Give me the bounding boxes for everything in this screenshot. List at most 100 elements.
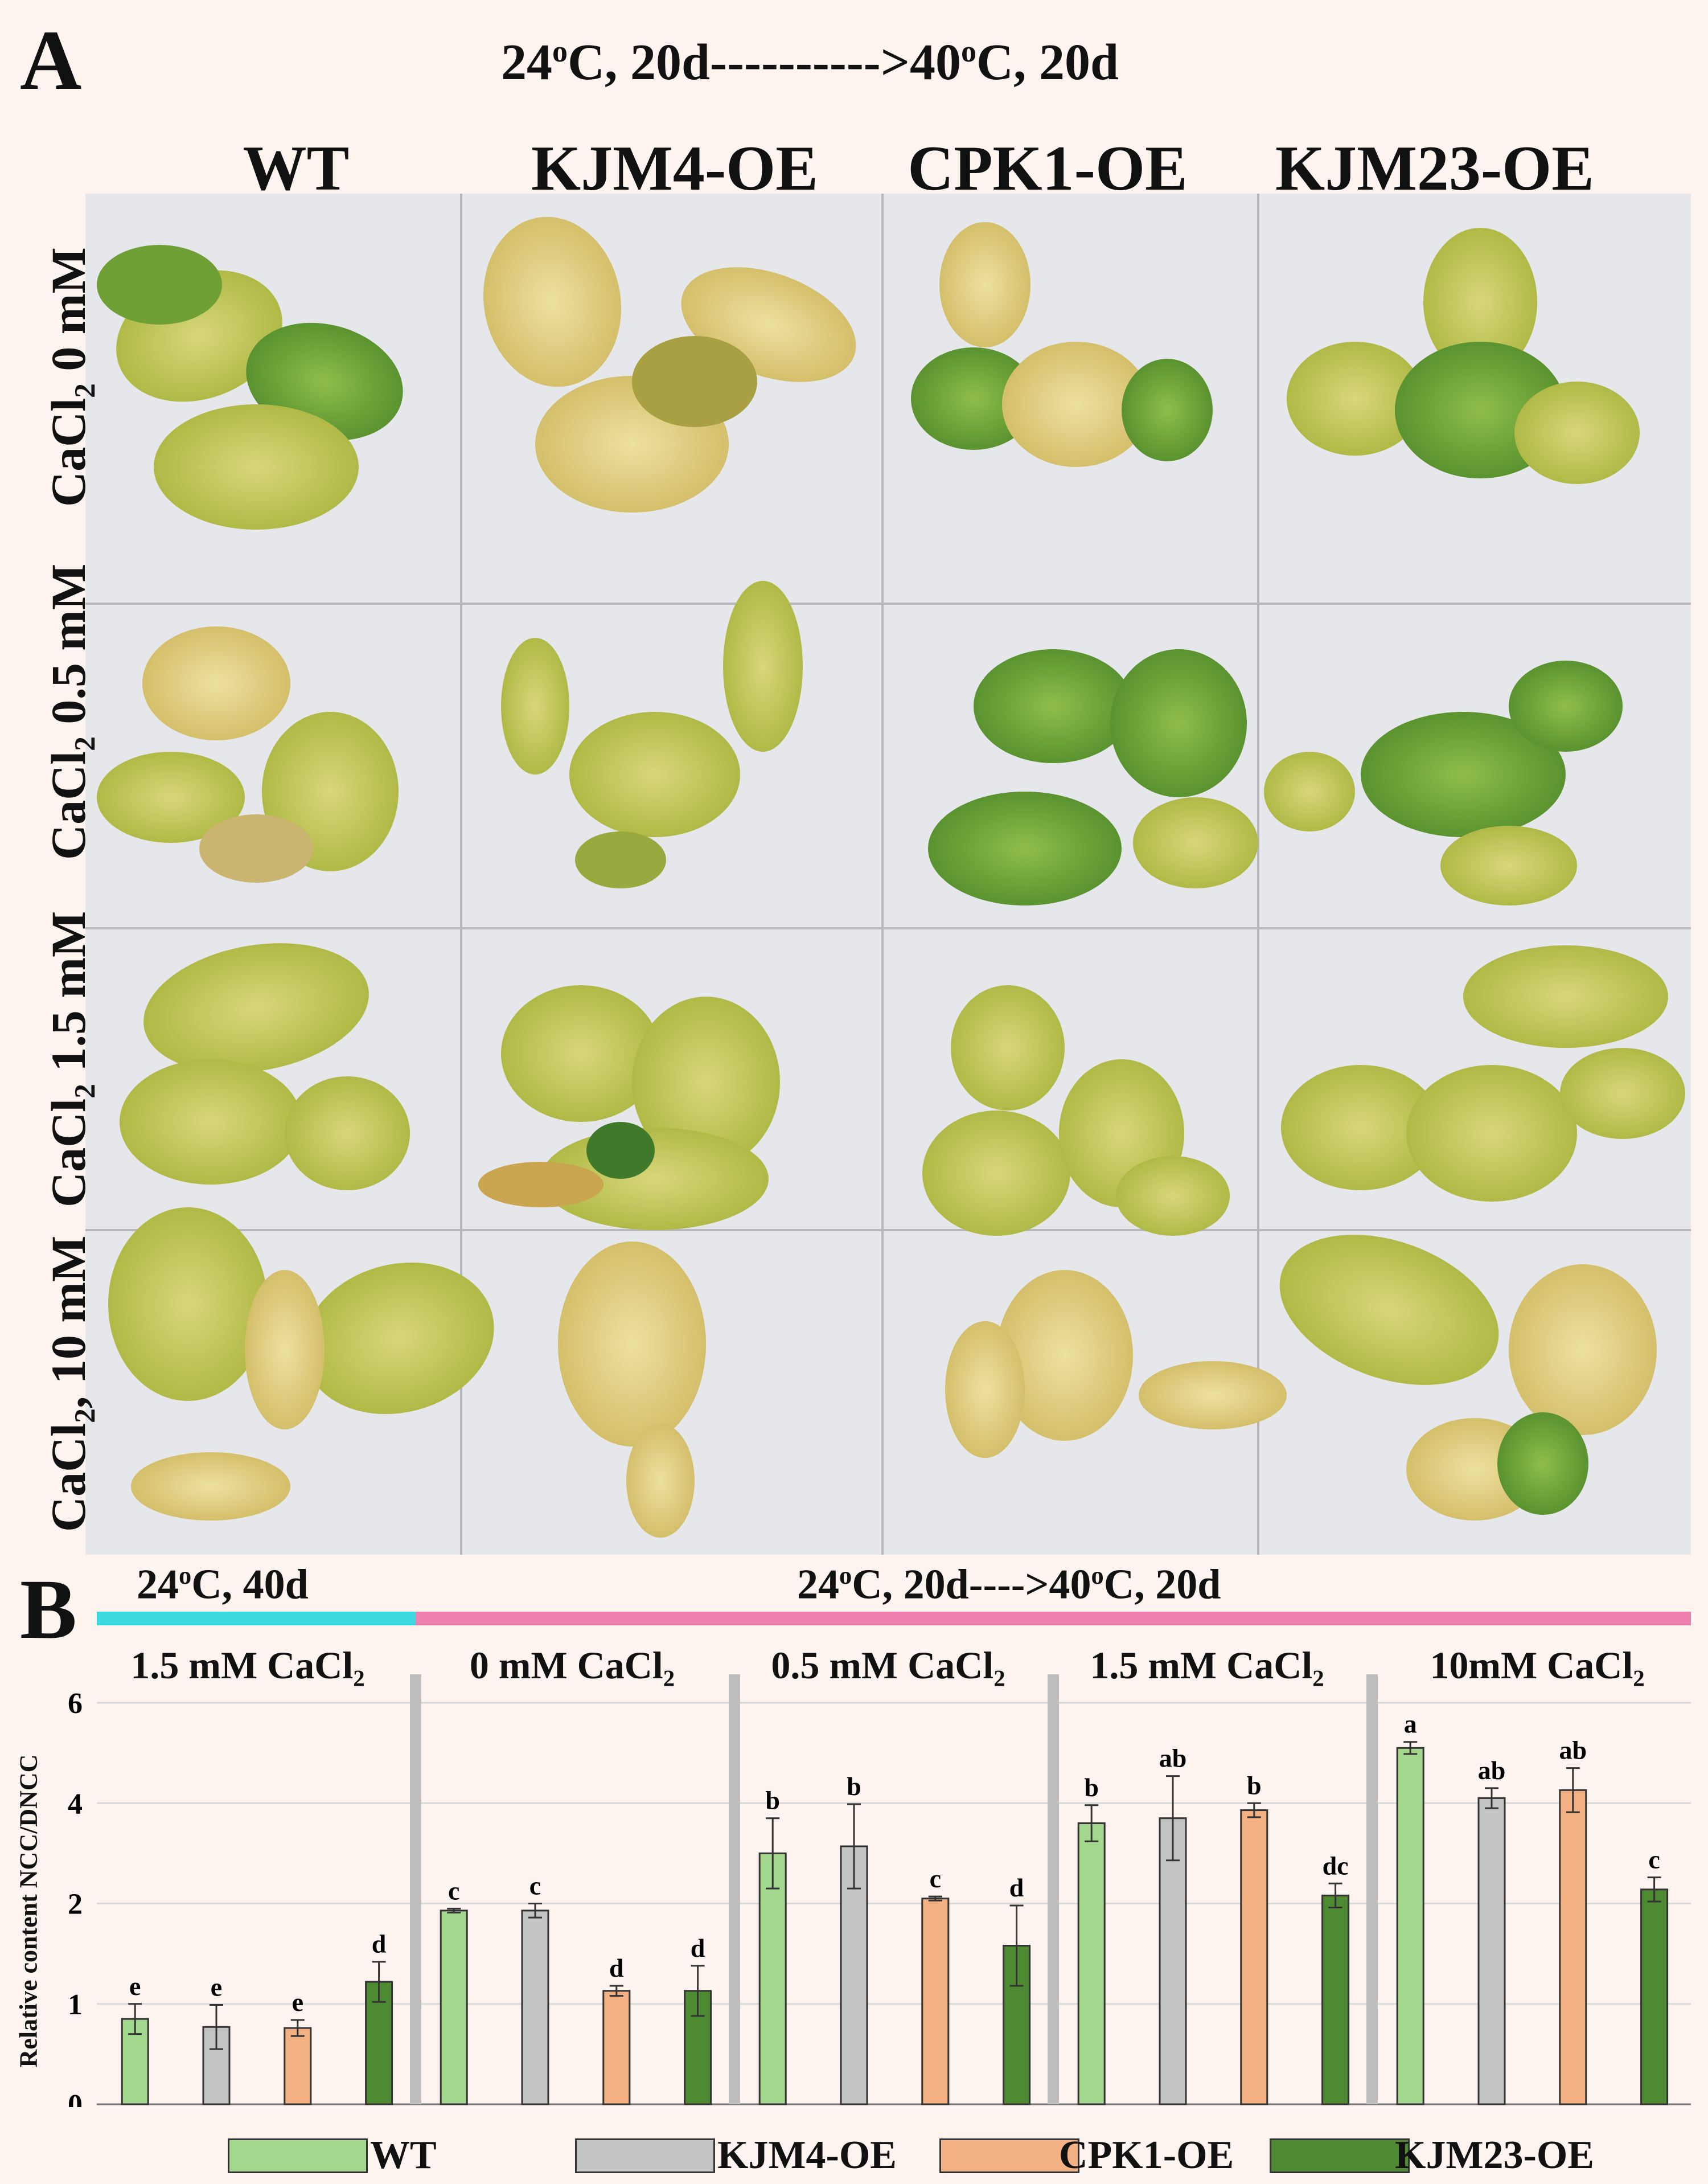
group-label-1-5mm: 1.5 mM CaCl₂ [1090, 1644, 1324, 1687]
significance-letter: d [1009, 1873, 1024, 1902]
treatment-temp-2: C, 20d---->40 [852, 1561, 1091, 1608]
seedling-row3-kjm23 [1281, 945, 1685, 1202]
bar-kjm4-oe [521, 1910, 549, 2105]
bar-wt [1396, 1747, 1424, 2105]
row-label-cacl2-0mm: CaCl₂ 0 mM [41, 247, 96, 507]
control-condition-bar [97, 1612, 416, 1625]
row-label-cacl2-1-5mm: CaCl₂ 1.5 mM [41, 911, 96, 1207]
legend-label-wt: WT [370, 2133, 437, 2177]
significance-letter: b [1084, 1773, 1099, 1802]
bar-wt [1077, 1822, 1106, 2105]
significance-letter: d [691, 1933, 705, 1962]
significance-letter: c [1648, 1845, 1660, 1874]
seedling-row2-cpk1 [928, 649, 1258, 905]
group-label-0mm: 0 mM CaCl₂ [469, 1644, 675, 1687]
bar-wt [758, 1852, 787, 2105]
significance-letter: a [1404, 1710, 1417, 1739]
treatment-duration: C, 20d [1103, 1561, 1221, 1608]
bar-cpk1-oe [1559, 1789, 1587, 2105]
control-temp: 24 [137, 1561, 179, 1608]
significance-letter: ab [1478, 1756, 1506, 1785]
significance-letter: ab [1159, 1744, 1187, 1773]
seedling-row4-wt [108, 1207, 494, 1521]
significance-letter: e [211, 1973, 222, 2002]
title-degree-2: o [961, 34, 977, 68]
significance-letter: d [372, 1929, 387, 1958]
seedling-row3-cpk1 [922, 985, 1230, 1236]
seedling-photo-grid [85, 194, 1691, 1555]
panel-b-letter: B [20, 1562, 77, 1657]
significance-letter: b [847, 1772, 861, 1801]
legend-label-cpk1-oe: CPK1-OE [1059, 2133, 1234, 2177]
group-separator [410, 1674, 421, 2104]
significance-letter: e [292, 1988, 303, 2017]
legend-label-kjm4-oe: KJM4-OE [717, 2133, 897, 2177]
bar-kjm23-oe [1640, 1888, 1669, 2105]
treatment-degree-2: o [1091, 1561, 1104, 1589]
control-degree: o [179, 1561, 192, 1589]
panel-a-letter: A [20, 13, 82, 108]
seedling-row3-wt [120, 943, 410, 1190]
bar-cpk1-oe [921, 1898, 950, 2105]
row-label-cacl2-0-5mm: CaCl₂ 0.5 mM [41, 563, 96, 860]
treatment-temp-1: 24 [797, 1561, 839, 1608]
column-label-wt: WT [243, 133, 350, 204]
control-duration: C, 40d [191, 1561, 309, 1608]
seedling-row1-kjm4 [483, 216, 856, 513]
bar-cpk1-oe [284, 2027, 312, 2105]
significance-letter: e [129, 1972, 141, 2001]
significance-letter: c [930, 1864, 941, 1893]
significance-letter: dc [1323, 1851, 1349, 1880]
y-tick-label: 2 [68, 1888, 83, 1921]
significance-letter: b [765, 1786, 780, 1815]
bar-cpk1-oe [602, 1990, 631, 2105]
bar-kjm4-oe [1477, 1797, 1506, 2105]
column-label-kjm23-oe: KJM23-OE [1275, 133, 1594, 204]
seedling-row3-kjm4 [501, 985, 780, 1230]
seedling-row1-wt [97, 245, 403, 530]
legend-swatch-kjm23-oe [1270, 2138, 1410, 2173]
column-label-kjm4-oe: KJM4-OE [531, 133, 818, 204]
group-separator [1366, 1674, 1378, 2104]
y-tick-label: 1 [68, 1989, 83, 2021]
seedling-row2-kjm4 [501, 581, 803, 888]
seedling-row1-kjm23 [1287, 228, 1640, 484]
group-label-10mm: 10mM CaCl₂ [1430, 1644, 1645, 1687]
legend-label-kjm23-oe: KJM23-OE [1395, 2133, 1594, 2177]
seedling-row4-cpk1 [945, 1270, 1287, 1458]
legend-swatch-cpk1-oe [939, 2138, 1079, 2173]
y-tick-label: 4 [68, 1788, 83, 1820]
seedling-row1-cpk1 [911, 222, 1213, 467]
row-label-cacl2-10mm: CaCl₂, 10 mM [41, 1235, 96, 1532]
significance-letter: b [1247, 1771, 1262, 1800]
y-tick-label: 0 [68, 2089, 83, 2107]
group-label-0-5mm: 0.5 mM CaCl₂ [771, 1644, 1005, 1687]
seedling-row2-wt [97, 626, 399, 883]
significance-letter: d [609, 1953, 624, 1982]
legend-swatch-kjm4-oe [575, 2138, 715, 2173]
bar-wt [440, 1910, 468, 2105]
group-separator [729, 1674, 740, 2104]
treatment-condition-bar [416, 1612, 1691, 1625]
seedling-row4-kjm4 [478, 1162, 706, 1538]
significance-letter: ab [1559, 1736, 1587, 1765]
title-degree-1: o [552, 34, 568, 68]
treatment-degree-1: o [839, 1561, 852, 1589]
group-label-control-1-5mm: 1.5 mM CaCl₂ [130, 1644, 365, 1687]
seedling-row4-kjm23 [1279, 1235, 1657, 1521]
title-temp-1: 24 [501, 34, 552, 91]
title-temp-2: C, 20d---------->40 [568, 34, 962, 91]
bar-cpk1-oe [1240, 1809, 1268, 2105]
title-duration: C, 20d [976, 34, 1119, 91]
significance-letter: c [529, 1871, 541, 1900]
column-label-cpk1-oe: CPK1-OE [908, 133, 1188, 204]
group-separator [1048, 1674, 1059, 2104]
bar-kjm23-oe [1321, 1894, 1350, 2105]
control-condition-header: 24oC, 40d [137, 1560, 309, 1609]
legend-swatch-wt [228, 2138, 368, 2173]
treatment-condition-header: 24oC, 20d---->40oC, 20d [797, 1560, 1221, 1609]
panel-a-title: 24oC, 20d---------->40oC, 20d [501, 33, 1119, 92]
significance-letter: c [448, 1876, 459, 1905]
seedling-row2-kjm23 [1264, 661, 1623, 905]
